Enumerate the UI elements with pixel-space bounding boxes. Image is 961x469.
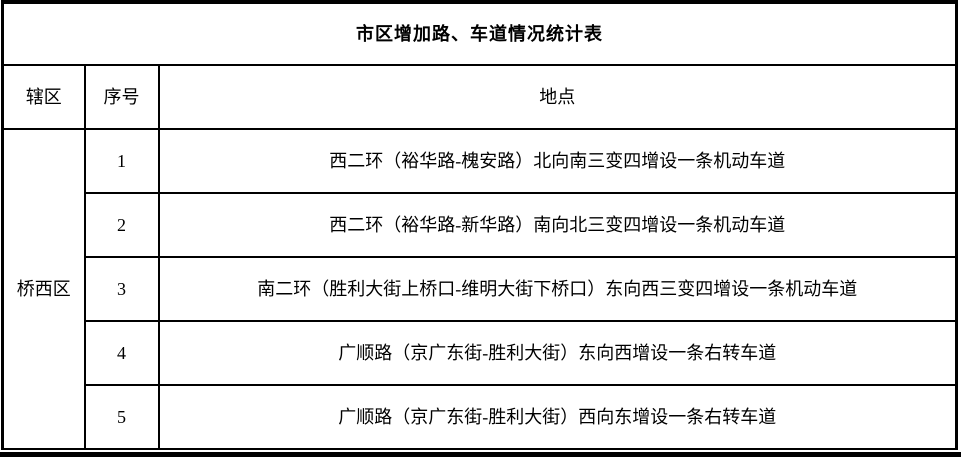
- header-row: 辖区 序号 地点: [1, 64, 958, 130]
- row-index: 1: [83, 128, 160, 194]
- row-index: 4: [83, 320, 160, 386]
- table-row: 桥西区 1 西二环（裕华路-槐安路）北向南三变四增设一条机动车道: [1, 128, 958, 450]
- column-header-index: 序号: [83, 64, 160, 130]
- district-cell: 桥西区: [1, 128, 86, 450]
- title-row: 市区增加路、车道情况统计表: [1, 1, 958, 66]
- table-row: 4 广顺路（京广东街-胜利大街）东向西增设一条右转车道: [3, 320, 958, 386]
- column-header-location: 地点: [157, 64, 958, 130]
- row-index: 5: [83, 384, 160, 450]
- row-location: 南二环（胜利大街上桥口-维明大街下桥口）东向西三变四增设一条机动车道: [157, 256, 958, 322]
- row-location: 西二环（裕华路-新华路）南向北三变四增设一条机动车道: [157, 192, 958, 258]
- stats-table: 市区增加路、车道情况统计表 辖区 序号 地点 桥西区 1 西二环（裕华路-槐安路…: [1, 0, 958, 450]
- column-header-district: 辖区: [1, 64, 86, 130]
- table-row: 5 广顺路（京广东街-胜利大街）西向东增设一条右转车道: [3, 384, 958, 450]
- row-location: 广顺路（京广东街-胜利大街）西向东增设一条右转车道: [157, 384, 958, 450]
- row-location: 广顺路（京广东街-胜利大街）东向西增设一条右转车道: [157, 320, 958, 386]
- table-row: 2 西二环（裕华路-新华路）南向北三变四增设一条机动车道: [3, 192, 958, 258]
- row-index: 3: [83, 256, 160, 322]
- bottom-border-bar: [0, 452, 961, 457]
- row-location: 西二环（裕华路-槐安路）北向南三变四增设一条机动车道: [157, 128, 958, 194]
- table-title: 市区增加路、车道情况统计表: [1, 1, 958, 66]
- row-index: 2: [83, 192, 160, 258]
- table-row: 3 南二环（胜利大街上桥口-维明大街下桥口）东向西三变四增设一条机动车道: [3, 256, 958, 322]
